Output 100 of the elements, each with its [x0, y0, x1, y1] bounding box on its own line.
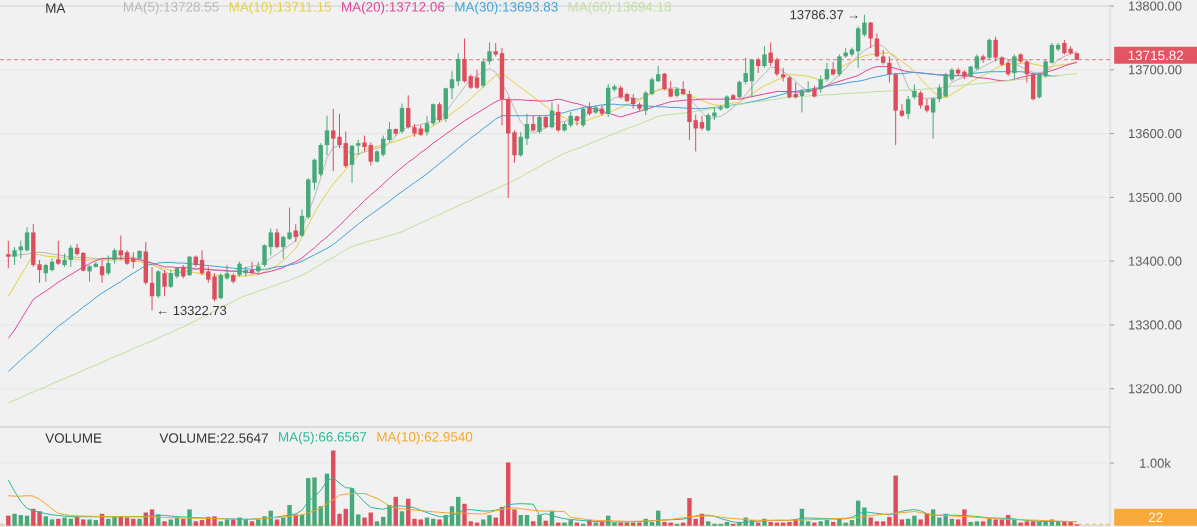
- bar: [905, 518, 911, 526]
- bar: [162, 521, 167, 526]
- y-tick-label: 13400.00: [1128, 256, 1182, 266]
- candlestick: [24, 226, 30, 253]
- text: MA(5):13728.55: [123, 1, 219, 15]
- bar: [637, 522, 642, 526]
- candlestick: [930, 97, 936, 140]
- bar: [912, 515, 917, 526]
- candlestick: [6, 240, 11, 269]
- y-tick-label: 13300.00: [1128, 320, 1182, 330]
- bar: [224, 519, 230, 526]
- bar: [968, 521, 973, 526]
- annotation: ← 13322.73: [158, 305, 227, 316]
- bar: [74, 516, 80, 526]
- bar: [487, 515, 492, 526]
- bar: [49, 519, 55, 526]
- bar: [868, 517, 873, 526]
- candlestick: [955, 67, 961, 77]
- bar: [955, 519, 961, 526]
- bar: [524, 515, 530, 526]
- bar: [481, 519, 486, 526]
- candlestick: [705, 112, 711, 133]
- bar: [381, 516, 386, 526]
- bar: [949, 518, 955, 526]
- candlestick: [299, 208, 305, 238]
- candlestick: [462, 38, 467, 84]
- bar: [343, 508, 348, 526]
- text: MA(20):13712.06: [342, 1, 445, 15]
- candlestick: [368, 142, 373, 166]
- bar: [974, 521, 980, 526]
- candlestick: [118, 235, 123, 261]
- bar: [537, 515, 542, 526]
- candlestick: [487, 41, 492, 66]
- bar: [212, 516, 217, 526]
- bar: [518, 515, 523, 526]
- candlestick: [399, 103, 405, 135]
- bar: [899, 519, 905, 526]
- candlestick: [481, 57, 486, 89]
- bar: [312, 477, 317, 526]
- bar: [918, 519, 923, 526]
- candlestick: [924, 98, 930, 114]
- candlestick: [343, 131, 348, 169]
- bar: [193, 521, 198, 526]
- candlestick: [99, 259, 105, 284]
- candlestick: [599, 105, 605, 117]
- candlestick: [449, 70, 455, 100]
- bar: [337, 513, 342, 526]
- candlestick: [424, 115, 430, 136]
- candlestick: [743, 57, 748, 85]
- bar: [181, 518, 186, 526]
- text: MA(10):62.9540: [377, 431, 473, 445]
- bar: [168, 519, 173, 526]
- bar: [562, 522, 567, 526]
- candlestick: [337, 113, 342, 149]
- bar: [987, 518, 992, 526]
- candlestick: [799, 88, 805, 114]
- bar: [137, 518, 142, 526]
- chart-title: VOLUME: [45, 433, 102, 443]
- bar: [543, 520, 548, 526]
- candlestick: [318, 142, 323, 177]
- bar: [362, 517, 367, 526]
- candlestick: [506, 96, 511, 199]
- candlestick: [749, 58, 755, 98]
- bar: [18, 515, 24, 526]
- chart-subtitle: VOLUME:22.5647: [159, 433, 268, 443]
- chart-title: MA: [46, 3, 66, 13]
- bar: [418, 519, 423, 526]
- bar: [12, 513, 17, 526]
- candlestick: [524, 113, 530, 146]
- candlestick: [862, 14, 867, 38]
- bar: [218, 521, 223, 526]
- ref-line-label: 13715.82: [1128, 50, 1184, 61]
- candlestick: [437, 101, 442, 123]
- y-tick-label: 1.00k: [1140, 458, 1171, 468]
- bar: [649, 521, 655, 526]
- bar: [68, 518, 73, 526]
- bar: [274, 519, 280, 526]
- candlestick: [68, 244, 73, 268]
- candlestick: [143, 241, 148, 286]
- candlestick: [387, 121, 392, 143]
- bar: [24, 515, 30, 526]
- candlestick: [837, 53, 842, 77]
- candlestick: [324, 115, 330, 156]
- candlestick: [1049, 42, 1055, 64]
- bar: [106, 518, 111, 526]
- y-tick-label: 13800.00: [1128, 1, 1182, 11]
- bar: [199, 520, 205, 526]
- candlestick: [406, 94, 411, 129]
- bar: [87, 519, 92, 526]
- bar: [880, 521, 886, 526]
- candlestick: [987, 38, 992, 61]
- bar: [374, 521, 380, 526]
- candlestick: [81, 251, 86, 272]
- bar: [56, 518, 61, 526]
- candlestick: [274, 228, 280, 249]
- bar: [256, 519, 261, 526]
- candlestick: [56, 240, 61, 266]
- bar: [93, 520, 98, 526]
- candlestick: [287, 207, 292, 241]
- bar: [768, 521, 773, 526]
